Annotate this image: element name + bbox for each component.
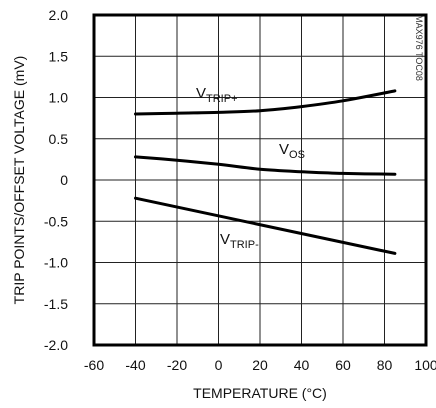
series-label-vtrip-minus-sub: TRIP- bbox=[230, 239, 259, 251]
series-label-vos: VOS bbox=[279, 141, 305, 161]
series-layer bbox=[134, 89, 397, 255]
y-axis-title: TRIP POINTS/OFFSET VOLTAGE (mV) bbox=[11, 56, 27, 305]
y-tick-label: -1.5 bbox=[44, 296, 68, 312]
x-tick-label: 100 bbox=[414, 357, 436, 373]
series-label-vtrip-plus-main: V bbox=[196, 85, 206, 102]
y-tick-label: 0 bbox=[60, 172, 68, 188]
x-tick-label: 20 bbox=[252, 357, 268, 373]
x-axis-title: TEMPERATURE (°C) bbox=[193, 385, 327, 401]
series-label-vtrip-plus: VTRIP+ bbox=[196, 85, 238, 105]
grid bbox=[94, 15, 426, 345]
y-tick-label: -2.0 bbox=[44, 337, 68, 353]
y-tick-label: 0.5 bbox=[49, 131, 69, 147]
series-label-vtrip-minus-main: V bbox=[220, 231, 230, 248]
x-tick-label: 0 bbox=[215, 357, 223, 373]
x-tick-label: -60 bbox=[84, 357, 104, 373]
figure-id-watermark: MAX976 TOC08 bbox=[414, 15, 424, 81]
x-tick-label: 40 bbox=[294, 357, 310, 373]
x-tick-label: -20 bbox=[167, 357, 187, 373]
y-tick-label: 1.5 bbox=[49, 48, 69, 64]
x-tick-label: -40 bbox=[125, 357, 145, 373]
series-label-vos-sub: OS bbox=[289, 149, 305, 161]
y-tick-label: 2.0 bbox=[49, 7, 69, 23]
series-label-vos-main: V bbox=[279, 141, 289, 158]
series-line-vtrip-plus bbox=[134, 89, 397, 116]
x-axis-ticks: -60 -40 -20 0 20 40 60 80 100 bbox=[84, 357, 436, 373]
series-label-vtrip-plus-sub: TRIP+ bbox=[206, 93, 237, 105]
series-line-vos bbox=[134, 155, 397, 176]
y-tick-label: 1.0 bbox=[49, 90, 69, 106]
y-axis-ticks: 2.0 1.5 1.0 0.5 0 -0.5 -1.0 -1.5 -2.0 bbox=[44, 7, 68, 353]
y-tick-label: -1.0 bbox=[44, 255, 68, 271]
y-tick-label: -0.5 bbox=[44, 213, 68, 229]
series-label-vtrip-minus: VTRIP- bbox=[220, 231, 259, 251]
x-tick-label: 60 bbox=[335, 357, 351, 373]
x-tick-label: 80 bbox=[377, 357, 393, 373]
series-line-vtrip-minus bbox=[134, 196, 397, 255]
plot-frame bbox=[92, 13, 428, 347]
